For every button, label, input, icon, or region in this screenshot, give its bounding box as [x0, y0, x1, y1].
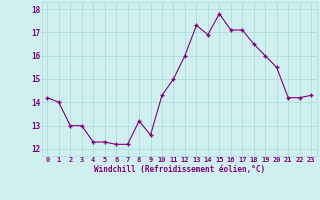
- X-axis label: Windchill (Refroidissement éolien,°C): Windchill (Refroidissement éolien,°C): [94, 165, 265, 174]
